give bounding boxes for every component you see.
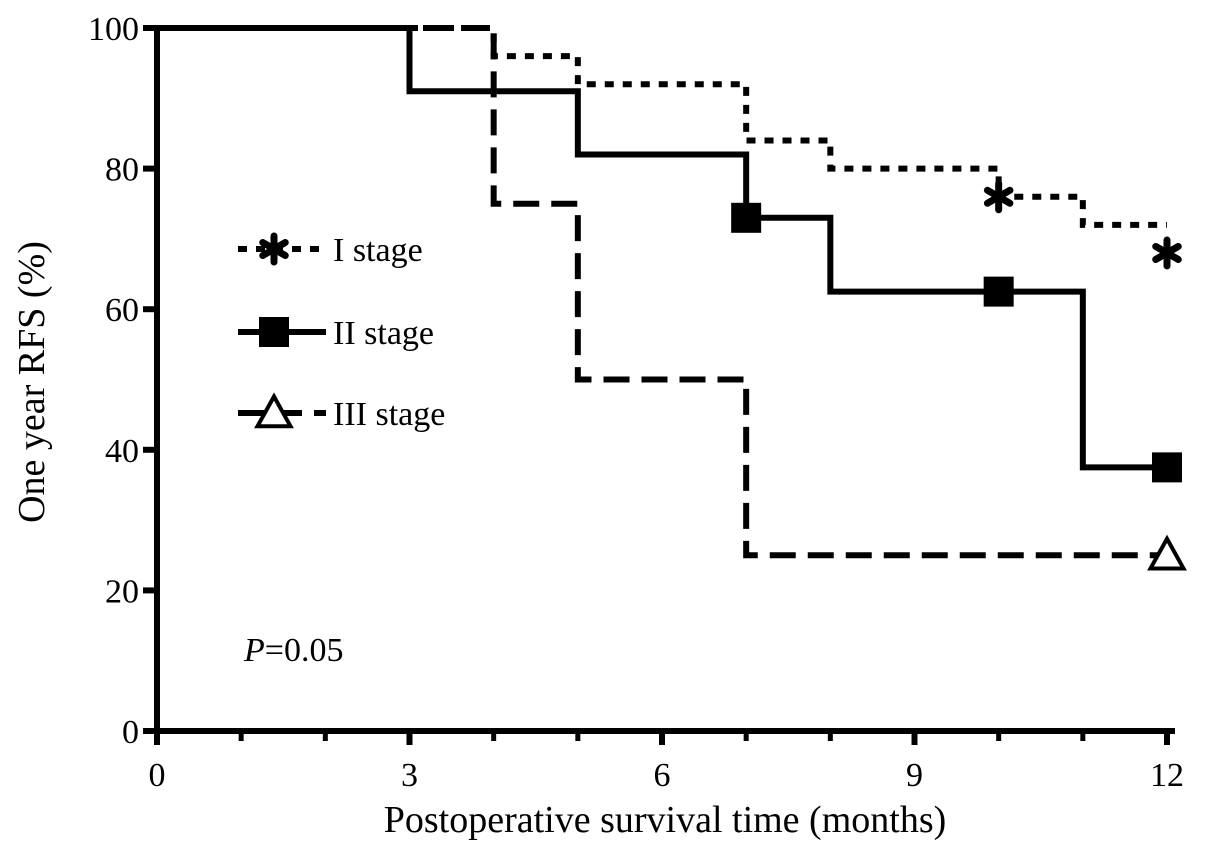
series-line-1 — [157, 25, 1167, 228]
legend-item-2: II stage — [238, 315, 434, 352]
x-tick-label: 3 — [401, 757, 418, 794]
y-tick-label: 100 — [88, 11, 139, 48]
legend-marker-3 — [254, 392, 294, 429]
legend-item-1: I stage — [238, 232, 423, 269]
legend-marker-1 — [259, 232, 289, 266]
legend-item-3: III stage — [238, 392, 445, 433]
y-tick-label: 20 — [105, 573, 139, 610]
ticks: 0 20 40 60 80 100 0 3 6 9 12 — [88, 11, 1184, 794]
x-tick-label: 6 — [654, 757, 671, 794]
legend-label-2: II stage — [333, 315, 434, 352]
x-axis-title: Postoperative survival time (months) — [384, 799, 947, 841]
x-tick-label: 0 — [149, 757, 166, 794]
series-line-3 — [157, 25, 1167, 559]
x-tick-label: 9 — [906, 757, 923, 794]
p-value-number: =0.05 — [265, 632, 344, 669]
censor-marker-1 — [983, 180, 1014, 214]
p-value-symbol: P — [243, 632, 265, 669]
survival-curves — [157, 25, 1167, 559]
y-tick-label: 40 — [105, 433, 139, 470]
y-tick-label: 80 — [105, 152, 139, 189]
y-tick-label: 60 — [105, 292, 139, 329]
censor-markers — [731, 180, 1187, 571]
censor-marker-2 — [731, 202, 762, 233]
y-axis-title: One year RFS (%) — [11, 241, 53, 523]
p-value-annotation: P=0.05 — [243, 632, 343, 669]
legend-marker-2 — [259, 317, 289, 347]
censor-marker-3 — [1147, 534, 1187, 571]
censor-marker-1 — [1152, 236, 1182, 270]
censor-marker-2 — [1152, 452, 1182, 483]
legend-label-3: III stage — [333, 396, 445, 433]
series-line-2 — [157, 25, 1167, 471]
y-tick-label: 0 — [122, 714, 139, 751]
censor-marker-2 — [983, 276, 1014, 307]
x-tick-label: 12 — [1150, 757, 1184, 794]
legend-label-1: I stage — [333, 232, 423, 269]
legend: I stage II stage III stage — [238, 232, 445, 433]
